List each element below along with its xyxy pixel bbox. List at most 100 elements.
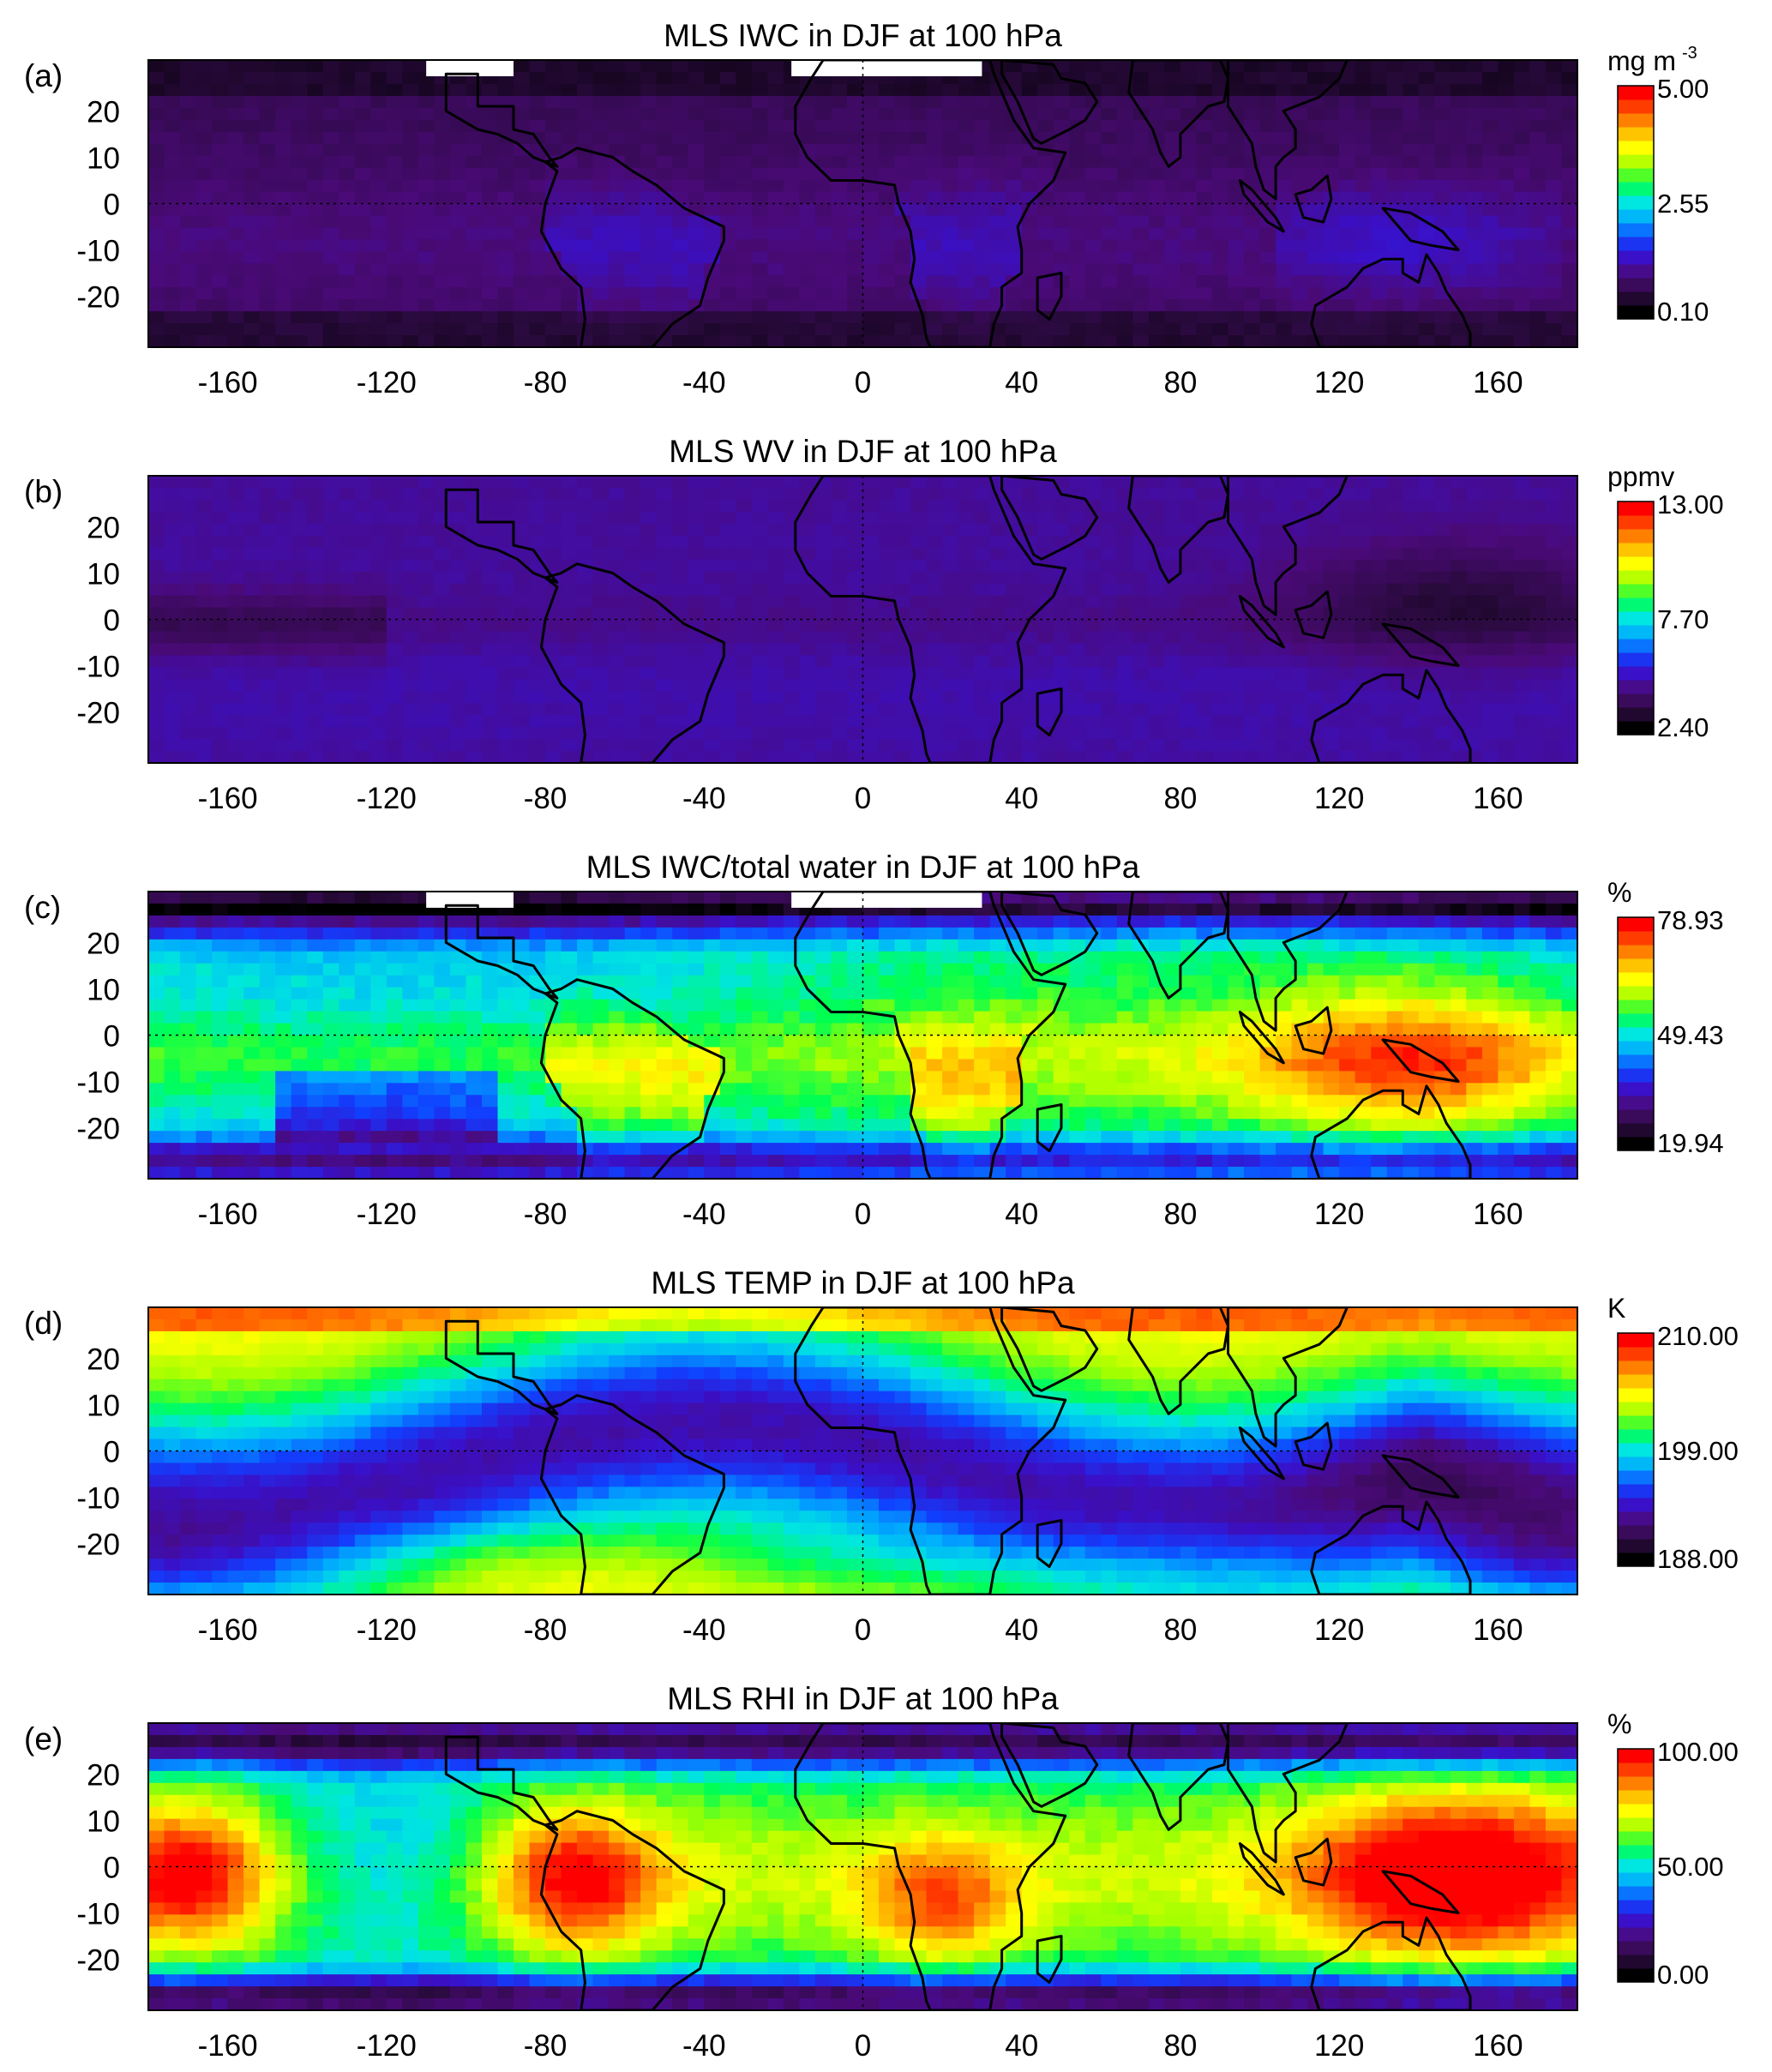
heatmap-cell	[1132, 323, 1150, 336]
heatmap-cell	[1434, 179, 1451, 193]
heatmap-cell	[322, 1023, 339, 1036]
heatmap-cell	[291, 739, 308, 752]
heatmap-cell	[672, 535, 689, 549]
heatmap-cell	[1403, 751, 1420, 764]
heatmap-cell	[481, 131, 499, 145]
heatmap-cell	[402, 95, 419, 109]
heatmap-cell	[481, 751, 499, 764]
heatmap-cell	[514, 975, 531, 988]
heatmap-cell	[1481, 595, 1499, 609]
heatmap-cell	[1481, 227, 1499, 240]
heatmap-cell	[386, 476, 403, 489]
heatmap-cell	[672, 167, 689, 181]
heatmap-cell	[831, 631, 848, 645]
heatmap-cell	[481, 727, 499, 740]
heatmap-cell	[259, 727, 276, 740]
heatmap-cell	[1545, 476, 1563, 489]
heatmap-cell	[339, 60, 356, 73]
heatmap-cell	[434, 511, 451, 525]
heatmap-cell	[417, 739, 435, 752]
heatmap-cell	[1276, 751, 1293, 764]
heatmap-cell	[1006, 595, 1023, 609]
heatmap-cell	[466, 751, 483, 764]
heatmap-cell	[767, 655, 784, 668]
heatmap-cell	[180, 179, 197, 193]
heatmap-cell	[1101, 511, 1118, 525]
heatmap-cell	[339, 951, 356, 964]
heatmap-cell	[1006, 167, 1023, 181]
heatmap-cell	[1371, 239, 1388, 252]
heatmap-cell	[1132, 655, 1150, 668]
heatmap-cell	[481, 987, 499, 1000]
heatmap-cell	[275, 999, 292, 1012]
heatmap-cell	[958, 523, 975, 537]
heatmap-cell	[656, 203, 673, 217]
heatmap-cell	[1403, 487, 1420, 501]
heatmap-cell	[481, 83, 499, 97]
heatmap-cell	[354, 607, 371, 621]
heatmap-cell	[1291, 131, 1308, 145]
heatmap-cell	[1529, 559, 1547, 573]
heatmap-cell	[1180, 619, 1198, 633]
heatmap-cell	[275, 691, 292, 704]
heatmap-cell	[879, 143, 896, 157]
heatmap-cell	[814, 523, 832, 537]
heatmap-cell	[227, 1083, 244, 1096]
heatmap-cell	[1355, 547, 1372, 561]
heatmap-cell	[704, 751, 721, 764]
heatmap-cell	[1307, 191, 1324, 205]
heatmap-cell	[1355, 60, 1372, 73]
heatmap-cell	[1529, 595, 1547, 609]
heatmap-cell	[1101, 559, 1118, 573]
heatmap-cell	[640, 559, 658, 573]
heatmap-cell	[1006, 607, 1023, 621]
heatmap-cell	[275, 975, 292, 988]
heatmap-cell	[814, 227, 832, 240]
heatmap-cell	[1513, 703, 1531, 716]
heatmap-cell	[1450, 215, 1467, 229]
heatmap-cell	[704, 727, 721, 740]
heatmap-cell	[799, 203, 816, 217]
heatmap-cell	[1244, 299, 1261, 312]
heatmap-cell	[275, 323, 292, 336]
x-tick-label: 160	[1473, 782, 1523, 815]
heatmap-cell	[243, 999, 261, 1012]
heatmap-cell	[1101, 523, 1118, 537]
heatmap-cell	[1069, 251, 1086, 264]
heatmap-cell	[719, 751, 736, 764]
heatmap-cell	[275, 299, 292, 312]
heatmap-cell	[1466, 167, 1483, 181]
heatmap-cell	[1355, 499, 1372, 513]
heatmap-cell	[370, 727, 387, 740]
heatmap-cell	[227, 987, 244, 1000]
heatmap-cell	[1545, 275, 1563, 288]
heatmap-cell	[751, 227, 768, 240]
heatmap-cell	[989, 119, 1006, 133]
heatmap-cell	[926, 583, 943, 597]
heatmap-cell	[1323, 727, 1340, 740]
heatmap-cell	[1418, 143, 1435, 157]
heatmap-cell	[1529, 715, 1547, 728]
heatmap-cell	[879, 523, 896, 537]
heatmap-cell	[1148, 487, 1166, 501]
heatmap-cell	[1561, 227, 1578, 240]
heatmap-cell	[148, 511, 165, 525]
heatmap-cell	[1307, 275, 1324, 288]
heatmap-cell	[1371, 499, 1388, 513]
heatmap-cell	[1196, 179, 1213, 193]
heatmap-cell	[958, 287, 975, 300]
heatmap-cell	[307, 1083, 324, 1096]
heatmap-cell	[545, 299, 562, 312]
heatmap-cell	[862, 323, 880, 336]
heatmap-cell	[751, 499, 768, 513]
heatmap-cell	[1498, 583, 1515, 597]
heatmap-cell	[339, 927, 356, 940]
heatmap-cell	[1276, 679, 1293, 692]
heatmap-cell	[846, 547, 864, 561]
heatmap-cell	[449, 727, 467, 740]
heatmap-cell	[1069, 131, 1086, 145]
heatmap-cell	[195, 903, 213, 916]
heatmap-cell	[195, 275, 213, 288]
heatmap-cell	[1450, 119, 1467, 133]
heatmap-cell	[1323, 95, 1340, 109]
